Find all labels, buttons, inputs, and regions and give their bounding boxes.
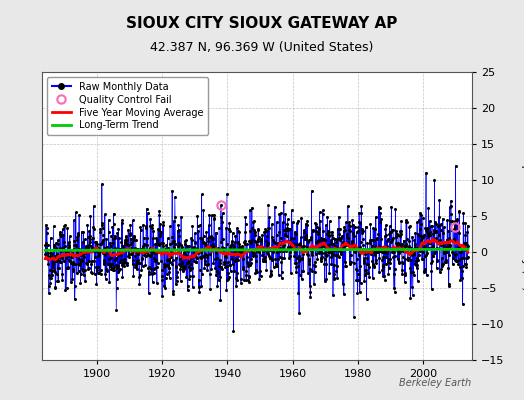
Text: 42.387 N, 96.369 W (United States): 42.387 N, 96.369 W (United States)	[150, 42, 374, 54]
Y-axis label: Temperature Anomaly (°C): Temperature Anomaly (°C)	[521, 142, 524, 290]
Text: Berkeley Earth: Berkeley Earth	[399, 378, 472, 388]
Legend: Raw Monthly Data, Quality Control Fail, Five Year Moving Average, Long-Term Tren: Raw Monthly Data, Quality Control Fail, …	[47, 77, 208, 135]
Text: SIOUX CITY SIOUX GATEWAY AP: SIOUX CITY SIOUX GATEWAY AP	[126, 16, 398, 32]
